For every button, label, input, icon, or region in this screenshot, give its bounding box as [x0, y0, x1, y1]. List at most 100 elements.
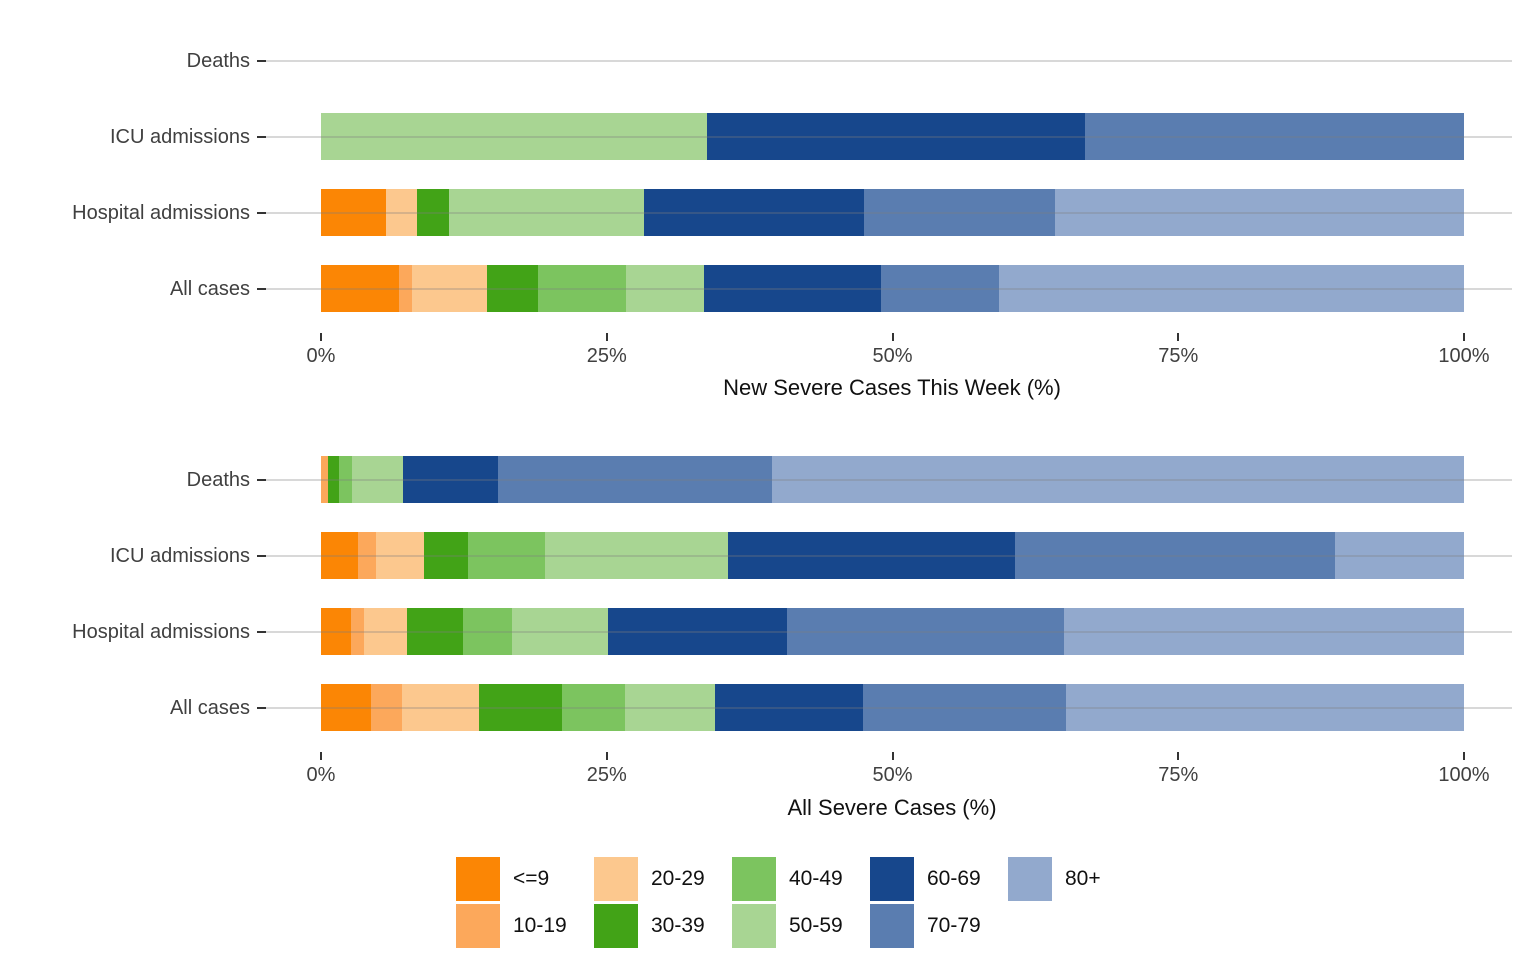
y-tick: [257, 479, 266, 481]
legend-swatch-<=9: [456, 856, 500, 901]
bar-segment-30-39: [486, 265, 539, 312]
plot-area-top: Deaths ICU admissions Hospital admissions A…: [0, 23, 1536, 327]
legend-item: 50-59: [732, 902, 870, 949]
y-gridline: [266, 288, 1512, 290]
stacked-bar: [321, 189, 1464, 236]
y-tick: [257, 555, 266, 557]
legend-item: 40-49: [732, 855, 870, 902]
legend-swatch-50-59: [732, 903, 776, 948]
bar-segment-50-59: [351, 456, 404, 503]
bar-segment-20-29: [375, 532, 424, 579]
bar-segment-<=9: [321, 684, 372, 731]
x-tick-label: 50%: [872, 764, 913, 786]
y-tick: [257, 631, 266, 633]
y-gridline: [266, 212, 1512, 214]
bar-segment-60-69: [703, 265, 882, 312]
y-gridline: [266, 555, 1512, 557]
legend-label: 20-29: [651, 866, 705, 890]
category-label: ICU admissions: [109, 125, 250, 148]
bar-segment-70-79: [1084, 113, 1464, 160]
x-tick: [605, 333, 608, 341]
category-label: ICU admissions: [109, 544, 250, 567]
stacked-bar: [321, 265, 1464, 312]
bar-segment-40-49: [339, 456, 352, 503]
bar-segment-80+: [772, 456, 1464, 503]
x-tick-label: 75%: [1158, 764, 1199, 786]
bar-segment-80+: [1334, 532, 1464, 579]
x-tick: [605, 752, 608, 760]
bar-segment-60-69: [644, 189, 864, 236]
legend-label: 70-79: [927, 913, 981, 937]
x-tick-label: 0%: [306, 345, 336, 367]
legend-label: 30-39: [651, 913, 705, 937]
chart-row: Deaths: [0, 23, 1536, 99]
x-tick: [1177, 333, 1180, 341]
bar-segment-70-79: [498, 456, 773, 503]
chart-row: ICU admissions: [0, 99, 1536, 175]
bar-segment-<=9: [321, 189, 387, 236]
x-tick: [1177, 752, 1180, 760]
chart-row: Deaths: [0, 442, 1536, 518]
y-gridline: [266, 60, 1512, 62]
bar-segment-20-29: [412, 265, 487, 312]
bar-segment-30-39: [478, 684, 563, 731]
stacked-bar: [321, 113, 1464, 160]
legend-item: 60-69: [870, 855, 1008, 902]
legend-swatch-80+: [1008, 856, 1052, 901]
bar-segment-<=9: [321, 532, 358, 579]
y-gridline: [266, 707, 1512, 709]
bar-segment-<=9: [321, 265, 399, 312]
y-gridline: [266, 136, 1512, 138]
bar-segment-60-69: [727, 532, 1015, 579]
bar-segment-10-19: [357, 532, 376, 579]
x-tick: [891, 333, 894, 341]
legend-item: 80+: [1008, 855, 1146, 902]
x-tick-label: 100%: [1438, 764, 1490, 786]
legend-swatch-60-69: [870, 856, 914, 901]
legend-swatch-40-49: [732, 856, 776, 901]
bar-segment-80+: [1066, 684, 1464, 731]
chart-row: Hospital admissions: [0, 594, 1536, 670]
bar-segment-70-79: [881, 265, 999, 312]
bar-segment-10-19: [398, 265, 413, 312]
bar-segment-70-79: [787, 608, 1064, 655]
x-axis-title-top: New Severe Cases This Week (%): [723, 375, 1061, 400]
legend-swatch-30-39: [594, 903, 638, 948]
bar-segment-50-59: [321, 113, 708, 160]
chart-row: ICU admissions: [0, 518, 1536, 594]
bar-segment-50-59: [511, 608, 608, 655]
legend-label: <=9: [513, 866, 550, 890]
bar-segment-50-59: [625, 684, 716, 731]
bar-segment-<=9: [321, 608, 351, 655]
bar-segment-10-19: [371, 684, 403, 731]
legend-item: <=9: [456, 855, 594, 902]
bar-segment-60-69: [403, 456, 499, 503]
legend-item: 70-79: [870, 902, 1008, 949]
y-tick: [257, 288, 266, 290]
bar-segment-40-49: [468, 532, 546, 579]
y-tick: [257, 707, 266, 709]
x-tick-label: 50%: [872, 345, 913, 367]
category-label: All cases: [169, 277, 250, 300]
stacked-bar: [321, 684, 1464, 731]
category-label: Deaths: [186, 468, 250, 491]
bar-segment-50-59: [449, 189, 645, 236]
x-tick-label: 25%: [586, 764, 627, 786]
legend-swatch-20-29: [594, 856, 638, 901]
category-label: Hospital admissions: [72, 620, 250, 643]
x-tick-label: 0%: [306, 764, 336, 786]
y-gridline: [266, 631, 1512, 633]
legend: <=9 10-19 20-29 30-39 40-49 50-59 60-69 70-79 80…: [456, 855, 1146, 949]
legend-item: 10-19: [456, 902, 594, 949]
bar-segment-60-69: [707, 113, 1085, 160]
legend-item: 20-29: [594, 855, 732, 902]
bar-segment-80+: [1063, 608, 1464, 655]
bar-segment-50-59: [545, 532, 728, 579]
legend-label: 40-49: [789, 866, 843, 890]
stacked-bar: [321, 532, 1464, 579]
x-tick: [320, 752, 322, 760]
chart-row: All cases: [0, 251, 1536, 327]
plot-area-bottom: Deaths ICU admissions Hospital admissions A…: [0, 442, 1536, 746]
bar-segment-70-79: [863, 189, 1055, 236]
x-tick-label: 75%: [1158, 345, 1199, 367]
